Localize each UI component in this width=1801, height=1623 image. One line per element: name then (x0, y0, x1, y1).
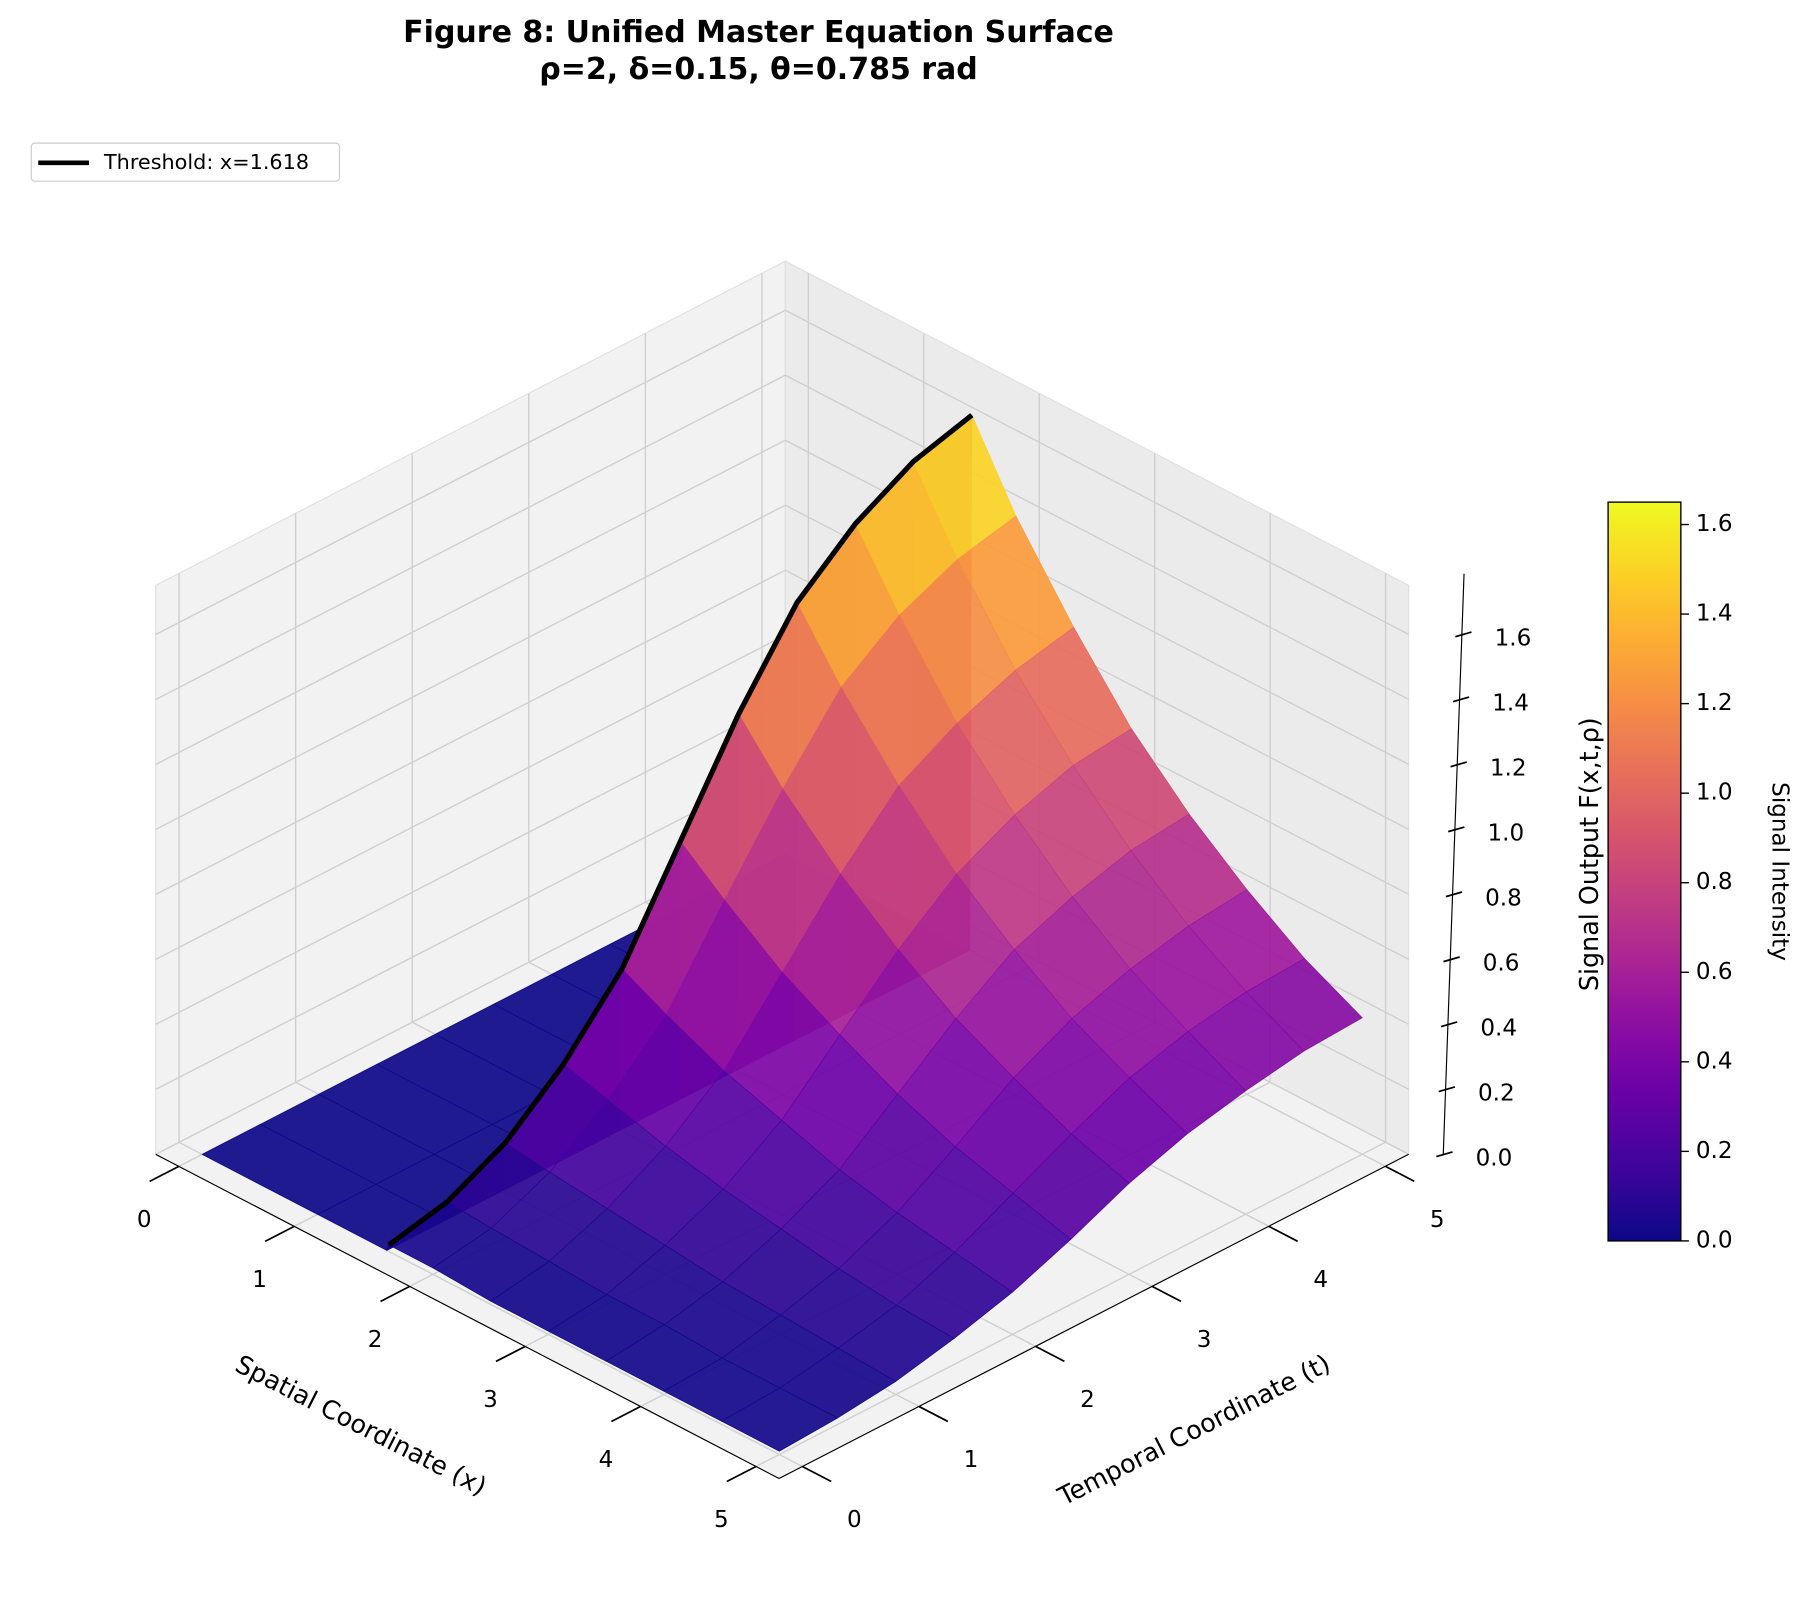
grid-line (155, 699, 786, 1025)
z-tick-label: 0.2 (1478, 1080, 1515, 1106)
z-axis-label: Signal Output F(x,t,ρ) (1574, 717, 1604, 991)
grid-line (155, 764, 786, 1090)
grid-line (155, 374, 786, 701)
y-tick-label: 5 (1430, 1207, 1445, 1233)
colorbar-tick-label: 0.6 (1696, 959, 1733, 985)
z-tick (1445, 891, 1463, 898)
legend-label: Threshold: x=1.618 (103, 150, 309, 174)
y-tick-label: 2 (1080, 1387, 1095, 1413)
z-tick-label: 0.8 (1485, 885, 1522, 911)
colorbar-tick-label: 0.2 (1696, 1138, 1733, 1164)
surface (201, 414, 1363, 1452)
grid-line (155, 634, 786, 961)
y-tick-label: 3 (1197, 1327, 1212, 1353)
x-tick-label: 5 (714, 1507, 729, 1533)
z-tick (1440, 1021, 1458, 1028)
surface-patch (720, 1387, 839, 1452)
y-tick (1151, 1285, 1182, 1303)
chart-subtitle: ρ=2, δ=0.15, θ=0.785 rad (539, 52, 978, 87)
colorbar-tick-label: 1.6 (1696, 511, 1733, 537)
z-tick-label: 0.4 (1480, 1015, 1517, 1041)
colorbar-tick-label: 0.0 (1696, 1227, 1733, 1253)
x-tick-label: 0 (137, 1207, 152, 1233)
y-tick (918, 1405, 949, 1423)
y-tick (1035, 1345, 1065, 1363)
y-tick (1384, 1165, 1415, 1183)
z-tick-label: 1.0 (1487, 820, 1524, 846)
z-tick-label: 1.2 (1490, 755, 1527, 781)
y-axis-label: Temporal Coordinate (t) (1052, 1348, 1335, 1512)
colorbar-tick-label: 0.8 (1696, 869, 1733, 895)
z-tick (1450, 761, 1467, 768)
x-tick (149, 1165, 180, 1183)
chart-title: Figure 8: Unified Master Equation Surfac… (403, 15, 1114, 50)
z-tick (1436, 1151, 1453, 1158)
grid-line (784, 309, 1409, 636)
colorbar (1607, 501, 1682, 1242)
z-tick (1443, 956, 1460, 963)
x-tick-label: 3 (483, 1387, 498, 1413)
x-tick (380, 1285, 411, 1303)
grid-line (784, 374, 1409, 700)
y-tick-label: 4 (1313, 1267, 1328, 1293)
y-tick-label: 1 (964, 1447, 979, 1473)
z-tick (1438, 1086, 1456, 1093)
z-tick-label: 1.4 (1492, 690, 1529, 716)
legend: Threshold: x=1.618 (30, 142, 341, 182)
x-tick (610, 1405, 641, 1423)
x-tick (264, 1225, 295, 1243)
grid-line (155, 439, 786, 766)
legend-box (30, 142, 341, 182)
x-tick-label: 1 (252, 1267, 267, 1293)
colorbar-tick-label: 1.4 (1696, 601, 1733, 627)
colorbar-tick-label: 0.4 (1696, 1048, 1733, 1074)
z-tick-label: 1.6 (1495, 626, 1532, 652)
z-tick (1452, 696, 1470, 703)
overlay: 0 1 2 3 4 5 0 1 2 3 4 5 0.0 0.2 0.4 0.6 0.8 1.0 1.2 1.4 1.6 0… (137, 413, 1733, 1533)
grid-line (155, 504, 786, 831)
axis-line (155, 1153, 780, 1479)
x-tick (726, 1465, 757, 1483)
z-tick (1455, 631, 1472, 638)
x-axis-label: Spatial Coordinate (x) (231, 1349, 492, 1502)
y-tick (1268, 1225, 1298, 1243)
grid-line (755, 1141, 1386, 1468)
x-tick-label: 4 (599, 1447, 614, 1473)
colorbar-tick-label: 1.0 (1696, 780, 1733, 806)
grid-line (155, 309, 786, 636)
x-tick (495, 1345, 526, 1363)
z-tick-label: 0.0 (1476, 1145, 1513, 1171)
colorbar-tick-label: 1.2 (1696, 690, 1733, 716)
x-tick-label: 2 (368, 1327, 383, 1353)
y-tick-label: 0 (847, 1507, 862, 1533)
z-tick (1447, 826, 1465, 833)
z-tick-label: 0.6 (1483, 950, 1520, 976)
colorbar-label: Signal Intensity (1766, 782, 1792, 961)
z-axis-line (1442, 573, 1465, 1155)
y-tick (801, 1465, 832, 1483)
threshold-line (387, 413, 974, 1248)
axis-line (778, 1153, 1409, 1479)
grid-line (155, 569, 786, 896)
